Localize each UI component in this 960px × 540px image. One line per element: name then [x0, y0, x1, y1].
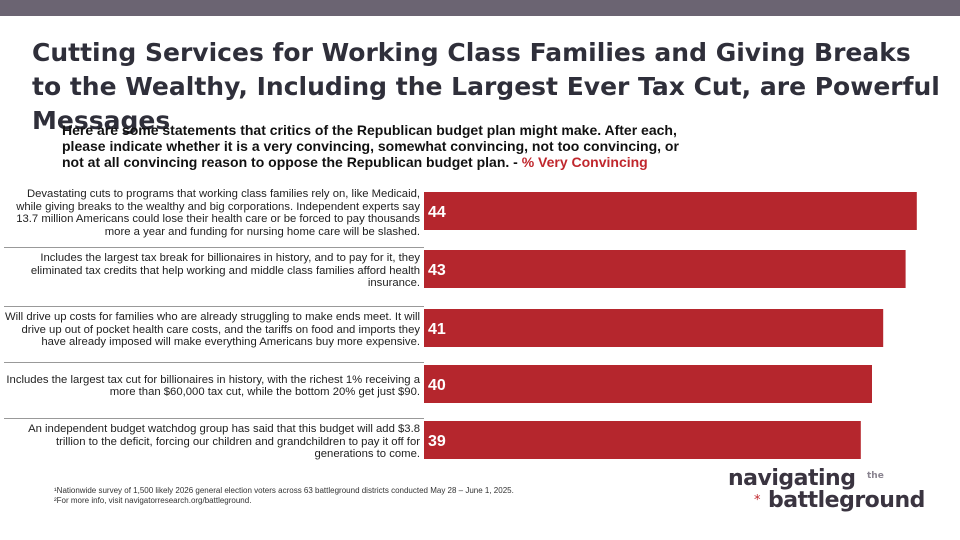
bar-value-label-4: 40 — [428, 377, 446, 394]
chart-title: Cutting Services for Working Class Famil… — [32, 38, 940, 135]
row-divider-1 — [4, 247, 424, 248]
row-divider-2 — [4, 306, 424, 307]
bar-value-label-5: 39 — [428, 433, 446, 450]
logo-word-battleground: battleground — [768, 488, 925, 513]
category-label-1: Devastating cuts to programs that workin… — [16, 188, 420, 238]
subtitle-metric: % Very Convincing — [521, 154, 648, 170]
category-label-3: Will drive up costs for families who are… — [4, 311, 420, 349]
subtitle-question: Here are some statements that critics of… — [62, 122, 679, 170]
row-divider-4 — [4, 418, 424, 419]
logo-word-navigating: navigating — [728, 466, 856, 491]
bar-4 — [424, 365, 872, 403]
category-label-5: An independent budget watchdog group has… — [28, 423, 420, 461]
logo-star-icon: * — [754, 493, 761, 508]
category-label-4: Includes the largest tax cut for billion… — [6, 373, 420, 399]
row-divider-3 — [4, 362, 424, 363]
footnote-survey: ¹Nationwide survey of 1,500 likely 2026 … — [54, 486, 514, 495]
chart-subtitle: Here are some statements that critics of… — [62, 122, 702, 170]
bar-5 — [424, 421, 861, 459]
top-bar — [0, 0, 960, 16]
bar-value-label-2: 43 — [428, 262, 446, 279]
navigating-battleground-logo: navigating the * battleground — [728, 466, 948, 522]
bar-3 — [424, 309, 884, 347]
bar-value-label-3: 41 — [428, 321, 446, 338]
logo-word-the: the — [867, 471, 884, 481]
bar-value-label-1: 44 — [428, 204, 446, 221]
footnote-more-info: ²For more info, visit navigatorresearch.… — [54, 496, 252, 505]
category-label-2: Includes the largest tax break for billi… — [30, 252, 420, 290]
bar-2 — [424, 250, 906, 288]
bar-1 — [424, 192, 917, 230]
